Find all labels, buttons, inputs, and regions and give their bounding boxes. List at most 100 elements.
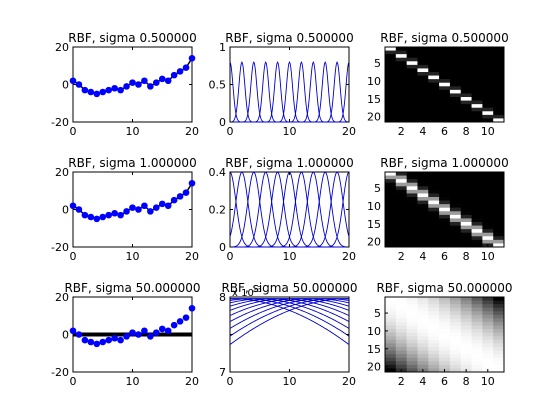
heatmap-cell: [385, 232, 397, 237]
heatmap-cell: [385, 300, 397, 305]
heatmap-cell: [449, 207, 462, 212]
heatmap-cell: [482, 314, 494, 319]
heatmap-cell: [406, 54, 418, 59]
x-tick-label: 8: [463, 250, 470, 263]
heatmap-cell: [406, 47, 418, 51]
heatmap-cell: [395, 200, 408, 205]
heatmap-cell: [493, 197, 505, 201]
data-point: [111, 84, 118, 92]
heatmap-cell: [449, 175, 462, 180]
heatmap-cell: [471, 104, 483, 109]
heatmap-cell: [493, 104, 505, 109]
heatmap-cell: [449, 304, 462, 309]
heatmap-cell: [493, 200, 505, 205]
heatmap-cell: [417, 364, 429, 369]
heatmap-cell: [406, 236, 418, 241]
heatmap-cell: [417, 343, 429, 348]
heatmap-cell: [439, 182, 451, 187]
heatmap-cell: [406, 193, 418, 198]
heatmap-cell: [449, 79, 462, 84]
heatmap-cell: [417, 304, 429, 309]
data-point: [153, 204, 160, 211]
heatmap-cell: [395, 361, 408, 366]
heatmap-cell: [449, 214, 462, 219]
heatmap-cell: [460, 82, 472, 87]
heatmap-cell: [439, 200, 451, 205]
heatmap-cell: [428, 225, 440, 230]
heatmap-cell: [482, 207, 494, 212]
x-tick-label: 10: [283, 375, 297, 388]
heatmap-cell: [439, 111, 451, 116]
heatmap-cell: [460, 200, 472, 205]
heatmap-cell: [482, 68, 494, 73]
heatmap-cell: [385, 200, 397, 205]
heatmap-cell: [449, 332, 462, 337]
heatmap-cell: [471, 118, 483, 123]
heatmap-cell: [460, 304, 472, 309]
heatmap-cell: [406, 304, 418, 309]
heatmap-cell: [460, 172, 472, 176]
heatmap-cell: [460, 61, 472, 66]
heatmap-cell: [406, 218, 418, 223]
heatmap-cell: [439, 304, 451, 309]
heatmap-cell: [493, 64, 505, 69]
heatmap-cell: [493, 322, 505, 326]
data-point: [93, 90, 101, 98]
heatmap-cell: [482, 336, 494, 341]
heatmap-cell: [471, 297, 483, 301]
heatmap-cell: [417, 336, 429, 341]
subplot-title: RBF, sigma 0.500000: [225, 31, 353, 45]
heatmap-cell: [385, 350, 397, 355]
data-point: [87, 213, 95, 221]
heatmap-cell: [460, 175, 472, 180]
heatmap-cell: [385, 354, 397, 359]
heatmap-cell: [471, 64, 483, 69]
heatmap-cell: [439, 104, 451, 109]
heatmap-cell: [428, 364, 440, 369]
heatmap-cell: [406, 214, 418, 219]
heatmap-cell: [471, 307, 483, 312]
heatmap-cell: [395, 79, 408, 84]
heatmap-cell: [385, 304, 397, 309]
heatmap-cell: [385, 318, 397, 323]
y-tick-label: 5: [374, 182, 381, 195]
heatmap-cell: [449, 97, 462, 101]
heatmap-cell: [428, 197, 440, 201]
heatmap-cell: [395, 104, 408, 109]
heatmap-cell: [428, 300, 440, 305]
heatmap-cell: [439, 350, 451, 355]
heatmap-cell: [493, 339, 505, 344]
subplot-title: RBF, sigma 0.500000: [68, 31, 196, 45]
heatmap-cell: [449, 86, 462, 91]
heatmap-cell: [395, 343, 408, 348]
heatmap-cell: [460, 322, 472, 326]
heatmap-cell: [417, 314, 429, 319]
heatmap-cell: [406, 50, 418, 55]
heatmap-cell: [493, 336, 505, 341]
y-tick-label: 20: [367, 111, 381, 124]
heatmap-cell: [385, 114, 397, 119]
heatmap-cell: [385, 197, 397, 201]
heatmap-cell: [471, 214, 483, 219]
heatmap-cell: [385, 343, 397, 348]
x-tick-label: 0: [227, 375, 234, 388]
heatmap-cell: [395, 239, 408, 244]
y-tick-label: 15: [367, 93, 381, 106]
data-point: [182, 314, 190, 321]
heatmap-cell: [471, 211, 483, 216]
heatmap-cell: [406, 350, 418, 355]
heatmap-cell: [395, 322, 408, 326]
heatmap-cell: [493, 61, 505, 66]
heatmap-cell: [395, 93, 408, 98]
heatmap-cell: [439, 204, 451, 209]
heatmap-cell: [428, 311, 440, 316]
heatmap-cell: [493, 79, 505, 84]
heatmap-cell: [439, 211, 451, 216]
heatmap-cell: [439, 214, 451, 219]
heatmap-cell: [482, 107, 494, 112]
heatmap-cell: [493, 93, 505, 98]
heatmap-cell: [428, 75, 440, 80]
heatmap-cell: [439, 189, 451, 194]
heatmap-cell: [385, 172, 397, 176]
